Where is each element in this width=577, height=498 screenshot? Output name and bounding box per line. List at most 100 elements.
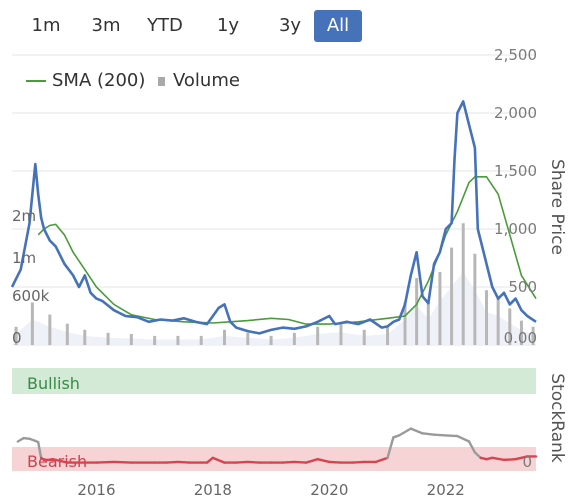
legend-sma-label: SMA (200) [52,70,146,91]
sma-line-icon [26,80,46,82]
stockrank-segment [351,460,366,464]
stockrank-axis-title: StockRank [547,373,567,463]
stockrank-segment [304,458,319,464]
stockrank-segment [234,460,250,464]
volume-bar [129,334,133,345]
legend-volume-label: Volume [173,70,240,91]
price-tick-label: 1,000 [494,220,537,238]
volume-bar [438,271,442,345]
volume-bar [83,329,87,345]
stockrank-segment [165,460,180,464]
sma-series [37,176,537,325]
legend-item-volume[interactable]: Volume [158,70,240,91]
stockrank-segment [444,434,459,438]
volume-bar [65,323,69,345]
price-tick-label: 1,500 [494,162,537,180]
stockrank-segment [467,440,477,454]
stockrank-segment [293,460,308,464]
x-tick-label: 2022 [427,481,465,498]
volume-bar [153,335,157,345]
volume-bar [316,326,320,345]
volume-bar [531,326,535,345]
stockrank-segment [491,456,506,462]
price-tick-label: 500 [508,278,537,296]
x-axis-ticks: 2016 2018 2020 2022 [77,481,465,498]
stockrank-segment [176,460,191,464]
volume-bar [485,290,489,345]
stockrank-segment [397,427,413,437]
stockrank-segment [421,432,436,436]
volume-bar [292,332,296,345]
x-tick-label: 2018 [194,481,232,498]
volume-bar [461,223,465,345]
volume-bar [415,278,419,345]
stockrank-segment [281,460,296,464]
legend-item-sma[interactable]: SMA (200) [26,70,145,91]
range-button-ytd[interactable]: YTD [147,15,183,36]
volume-bar [176,335,180,345]
range-button-1m[interactable]: 1m [31,15,61,36]
volume-bar [30,302,34,345]
bullish-zone [12,368,536,394]
bearish-zone [12,447,536,471]
x-tick-label: 2016 [77,481,115,498]
stockrank-segment [514,455,529,461]
range-button-3y[interactable]: 3y [278,15,302,36]
volume-bars [14,223,535,345]
stockrank-segment [432,433,447,437]
price-series [10,100,537,335]
stockrank-segment [473,451,482,460]
stockrank-segment [502,458,517,462]
stockrank-segment [211,456,226,464]
volume-bar [199,335,203,345]
stockrank-segment [112,460,133,464]
price-line [10,100,537,335]
sma-line [37,176,537,325]
bullish-label: Bullish [27,374,80,393]
stockrank-segment [205,456,215,464]
volume-bar [106,332,110,345]
range-button-all[interactable]: All [314,10,362,42]
stockrank-segment [54,458,69,464]
volume-bar [386,326,390,345]
volume-bar [450,247,454,345]
volume-bar [426,302,430,345]
stockrank-segment [456,434,471,443]
stockrank-series [16,427,538,464]
stockrank-segment [409,427,424,435]
volume-bar [48,314,52,345]
volume-bar [14,326,18,345]
volume-bar [269,335,273,345]
stockrank-segment [246,460,261,464]
price-axis-ticks: 2,500 2,000 1,500 1,000 500 0.00 [494,46,537,347]
volume-bar [508,308,512,345]
volume-axis-ticks: 2m 1m 600k 0 [12,207,50,347]
volume-bar [519,320,523,345]
volume-bar [223,329,227,345]
range-button-1y[interactable]: 1y [216,15,240,36]
volume-bar [362,329,366,345]
range-button-3m[interactable]: 3m [91,15,121,36]
x-tick-label: 2020 [310,481,348,498]
price-tick-label: 2,000 [494,104,537,122]
price-tick-label: 2,500 [494,46,537,64]
volume-bar [496,296,500,345]
volume-bar [246,332,250,345]
price-tick-label: 0.00 [504,329,537,347]
stockrank-segment [374,456,389,464]
volume-bar [473,253,477,345]
stockrank-segment [316,458,331,464]
volume-bar [403,302,407,345]
stockrank-segment [386,436,395,460]
volume-tick-label: 2m [12,207,36,225]
stockrank-tick-0: 0 [522,453,532,471]
volume-tick-label: 1m [12,249,36,267]
volume-bar-icon [158,76,165,86]
stockrank-segment [95,460,116,464]
stockrank-segment [37,441,43,460]
volume-tick-label: 0 [12,329,22,347]
stockrank-segment [328,460,343,464]
volume-bar [339,323,343,345]
